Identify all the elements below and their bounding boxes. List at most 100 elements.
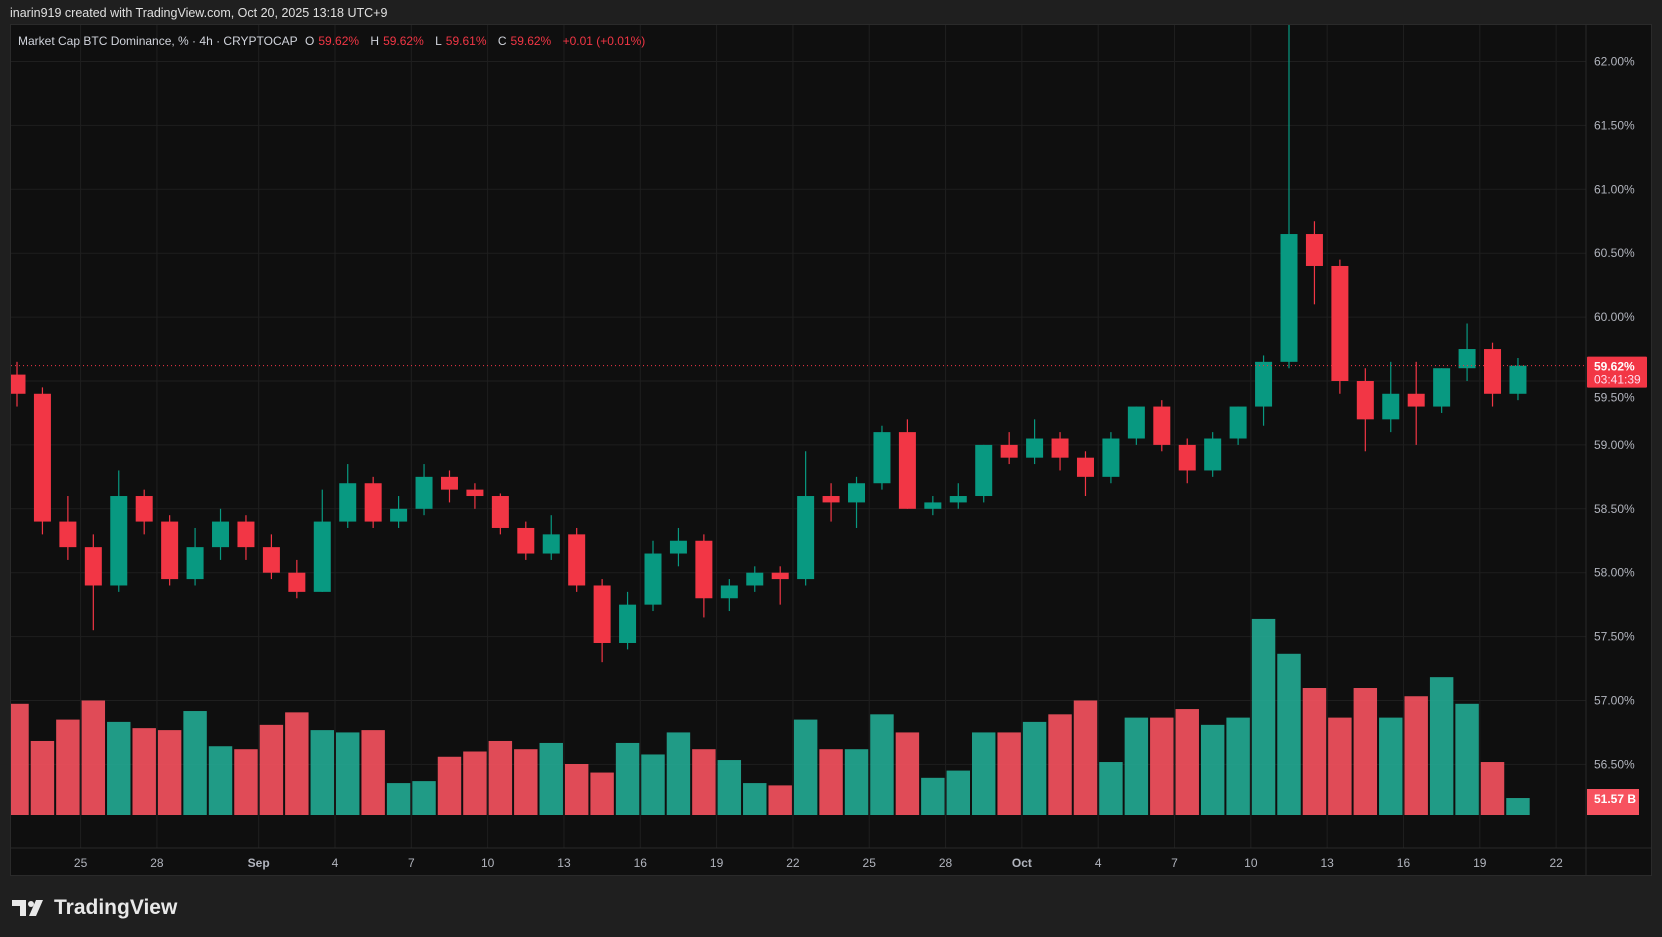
- volume-bar: [946, 770, 970, 815]
- volume-bar: [564, 764, 589, 815]
- symbol-title[interactable]: Market Cap BTC Dominance, % · 4h · CRYPT…: [18, 34, 298, 48]
- candle-body: [542, 534, 560, 554]
- x-tick-label: 7: [1171, 856, 1178, 870]
- volume-bar: [1175, 709, 1199, 815]
- candle-body: [1305, 234, 1323, 266]
- candle-body: [517, 527, 535, 554]
- volume-bar: [336, 732, 360, 815]
- volume-bar: [692, 749, 716, 815]
- x-tick-label: 4: [332, 856, 339, 870]
- volume-bar: [11, 703, 29, 815]
- volume-bar: [56, 719, 80, 815]
- volume-bar: [768, 785, 792, 815]
- candle-body: [1000, 444, 1018, 458]
- volume-bar: [132, 728, 156, 815]
- candle-body: [313, 521, 331, 592]
- chart-frame[interactable]: [10, 24, 1652, 876]
- price-badge-countdown: 03:41:39: [1594, 373, 1641, 387]
- volume-bar: [1328, 717, 1352, 815]
- volume-bar: [1353, 688, 1378, 815]
- volume-bar: [590, 772, 614, 815]
- change-value: +0.01 (+0.01%): [562, 34, 646, 48]
- volume-bar: [208, 746, 233, 815]
- volume-badge: [1587, 789, 1639, 815]
- volume-bar: [666, 732, 691, 815]
- candle-body: [898, 432, 916, 509]
- volume-bar: [1022, 721, 1047, 815]
- candle-body: [873, 432, 891, 484]
- candle-body: [619, 604, 637, 643]
- candle-body: [33, 393, 51, 522]
- candle-body: [1407, 393, 1425, 407]
- candle-body: [364, 483, 382, 522]
- x-tick-label: 25: [74, 856, 88, 870]
- volume-bar: [157, 730, 182, 815]
- volume-bar: [793, 719, 818, 815]
- volume-bar: [1200, 724, 1225, 815]
- candle-body: [390, 508, 408, 522]
- x-tick-label: 25: [863, 856, 877, 870]
- candle-body: [975, 444, 993, 497]
- x-tick-label: Sep: [248, 856, 270, 870]
- x-tick-label: 19: [1473, 856, 1487, 870]
- volume-bar: [30, 740, 55, 815]
- volume-bar: [717, 760, 742, 815]
- candle-body: [1509, 365, 1527, 394]
- y-tick-label: 58.00%: [1594, 566, 1635, 580]
- volume-bar: [844, 749, 869, 815]
- volume-bar: [1251, 618, 1276, 815]
- candle-body: [771, 572, 789, 580]
- price-badge: [1587, 356, 1647, 388]
- y-tick-label: 57.00%: [1594, 694, 1635, 708]
- brand-name: TradingView: [54, 896, 178, 919]
- candle-body: [1102, 438, 1120, 477]
- volume-bar: [997, 732, 1021, 815]
- volume-bar: [1150, 717, 1174, 815]
- volume-bar: [1480, 762, 1505, 815]
- volume-bar: [183, 711, 207, 815]
- volume-bar: [1379, 717, 1403, 815]
- candle-body: [746, 572, 764, 586]
- candle-body: [1280, 234, 1298, 362]
- volume-bar: [972, 732, 996, 815]
- y-tick-label: 60.00%: [1594, 310, 1635, 324]
- volume-bar: [819, 749, 843, 815]
- volume-bar: [1506, 798, 1530, 815]
- candle-body: [339, 483, 357, 522]
- volume-badge-value: 51.57 B: [1594, 792, 1636, 806]
- x-tick-label: Oct: [1012, 856, 1032, 870]
- volume-bar: [1429, 677, 1454, 815]
- volume-bar: [1048, 714, 1072, 815]
- candle-body: [212, 521, 230, 548]
- candle-body: [415, 476, 433, 509]
- volume-bar: [285, 712, 309, 815]
- y-tick-label: 60.50%: [1594, 246, 1635, 260]
- volume-bar: [641, 754, 665, 815]
- volume-bar: [234, 749, 258, 815]
- x-tick-label: 19: [710, 856, 724, 870]
- series-group: [11, 25, 1530, 815]
- volume-bar: [107, 721, 131, 815]
- candle-body: [1026, 438, 1044, 458]
- x-tick-label: 4: [1095, 856, 1102, 870]
- candle-body: [1356, 381, 1374, 420]
- low-value: L 59.61%: [435, 34, 487, 48]
- candle-body: [1331, 265, 1349, 381]
- candle-body: [1204, 438, 1222, 471]
- candle-body: [1433, 368, 1451, 407]
- candle-body: [1382, 393, 1400, 420]
- candle-body: [1076, 457, 1094, 477]
- volume-bar: [437, 756, 462, 815]
- x-tick-label: 10: [1244, 856, 1258, 870]
- volume-bar: [310, 730, 334, 815]
- volume-bar: [1073, 700, 1098, 815]
- candle-body: [84, 547, 102, 586]
- volume-bar: [1226, 717, 1250, 815]
- x-tick-label: 16: [634, 856, 648, 870]
- candle-body: [1127, 406, 1145, 439]
- x-tick-label: 28: [150, 856, 164, 870]
- candle-body: [949, 496, 967, 503]
- candle-body: [822, 496, 840, 503]
- candle-body: [11, 374, 26, 394]
